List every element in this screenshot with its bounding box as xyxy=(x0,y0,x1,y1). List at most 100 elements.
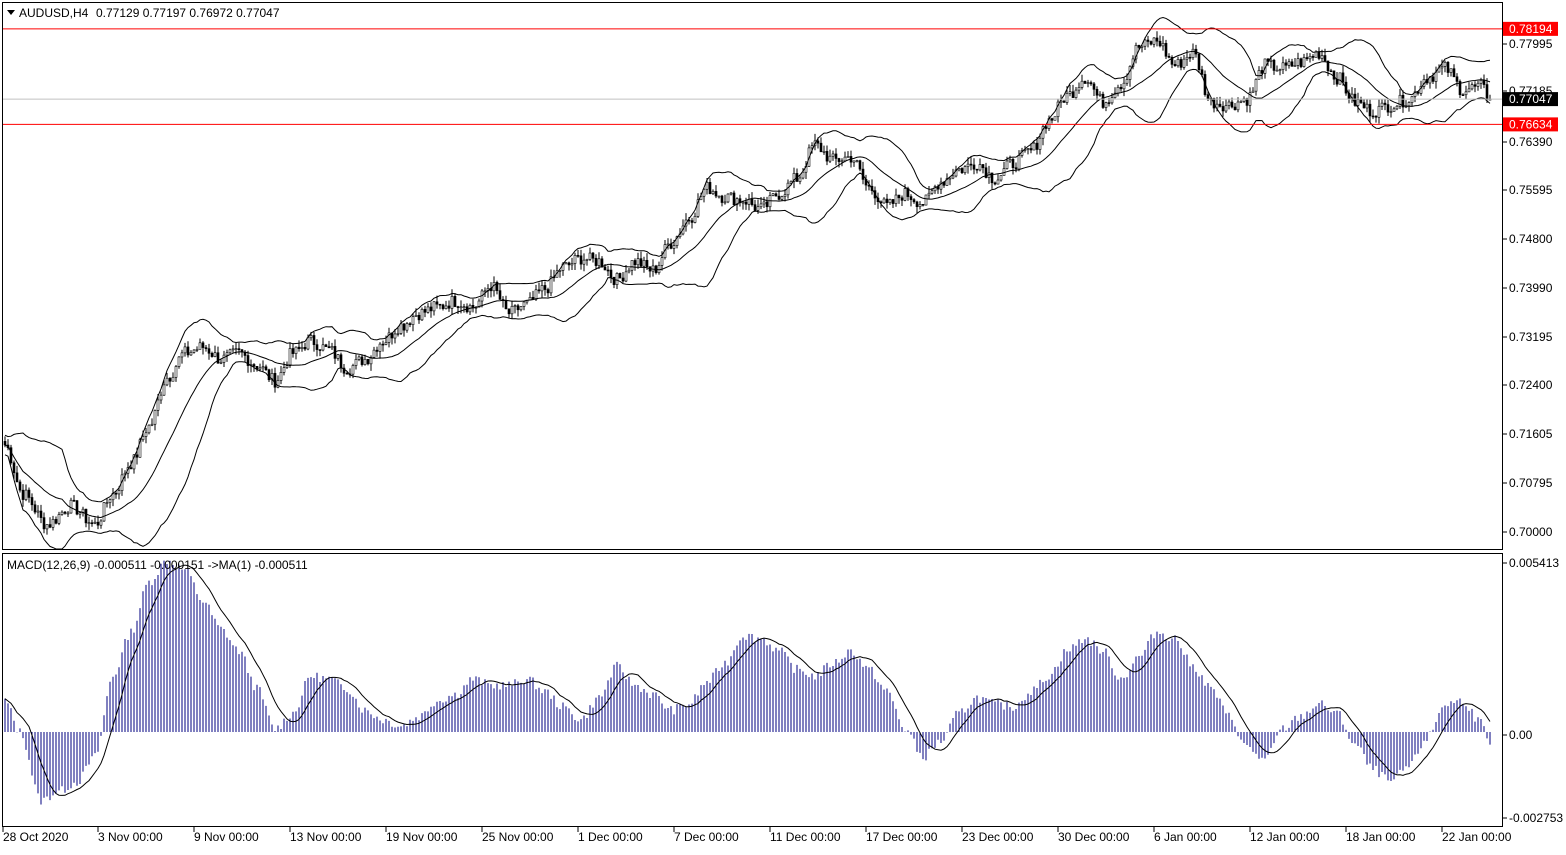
candle-bullish xyxy=(597,258,601,266)
candle-bullish xyxy=(1479,80,1483,84)
candle-bullish xyxy=(762,201,766,205)
candle-bearish xyxy=(612,276,616,285)
macd-tick-label: -0.002753 xyxy=(1509,811,1563,825)
candle-bullish xyxy=(144,432,148,437)
candle-bullish xyxy=(225,352,229,356)
candle-bullish xyxy=(300,347,304,349)
candle-bearish xyxy=(1401,94,1405,108)
candle-bullish xyxy=(723,201,727,204)
candle-bullish xyxy=(213,352,217,357)
candle-bullish xyxy=(657,265,661,273)
candle-bullish xyxy=(309,335,313,339)
candle-bullish xyxy=(1365,103,1369,109)
chart-menu-triangle-icon[interactable] xyxy=(7,10,15,15)
candle-bullish xyxy=(57,514,61,524)
candle-bullish xyxy=(939,181,943,190)
candle-bearish xyxy=(441,304,445,309)
candle-bearish xyxy=(1329,70,1333,73)
candle-bearish xyxy=(375,349,379,352)
candle-bullish xyxy=(1185,56,1189,60)
candle-bearish xyxy=(1245,98,1249,106)
candle-bullish xyxy=(282,367,286,373)
time-tick-label: 28 Oct 2020 xyxy=(3,830,69,844)
candle-bearish xyxy=(606,269,610,272)
candle-bullish xyxy=(1125,79,1129,84)
candle-bullish xyxy=(840,160,844,163)
candle-bullish xyxy=(276,380,280,388)
candle-bearish xyxy=(366,358,370,365)
candle-bullish xyxy=(888,199,892,203)
candle-bullish xyxy=(999,175,1003,181)
candle-bullish xyxy=(564,262,568,265)
candle-bullish xyxy=(1338,72,1342,85)
candle-bearish xyxy=(1386,104,1390,113)
candle-bearish xyxy=(54,519,58,524)
candle-bullish xyxy=(102,502,106,522)
candle-bullish xyxy=(363,358,367,365)
candle-bullish xyxy=(420,309,424,321)
candle-bearish xyxy=(1416,91,1420,94)
candle-bullish xyxy=(183,346,187,354)
candle-bearish xyxy=(90,522,94,525)
candle-bearish xyxy=(744,201,748,205)
candle-bearish xyxy=(975,168,979,171)
candle-bullish xyxy=(1302,57,1306,67)
candle-bullish xyxy=(414,314,418,318)
candle-bearish xyxy=(75,500,79,515)
candle-bullish xyxy=(1434,71,1438,82)
candle-bearish xyxy=(579,255,583,265)
candle-bullish xyxy=(717,195,721,198)
candle-bullish xyxy=(384,342,388,345)
candle-bullish xyxy=(588,252,592,260)
candle-bullish xyxy=(270,373,274,381)
candle-bullish xyxy=(357,356,361,360)
candle-bearish xyxy=(891,199,895,204)
candle-bullish xyxy=(432,301,436,312)
candle-bearish xyxy=(591,252,595,259)
candle-bearish xyxy=(1473,84,1477,87)
candle-bearish xyxy=(453,296,457,307)
candle-bearish xyxy=(909,196,913,200)
time-tick-label: 9 Nov 00:00 xyxy=(194,830,259,844)
macd-axis: 0.005413 0.00 -0.002753 xyxy=(1502,556,1563,825)
candle-bullish xyxy=(378,343,382,352)
time-tick-label: 7 Dec 00:00 xyxy=(674,830,739,844)
candle-bullish xyxy=(1074,89,1078,98)
symbol-label: AUDUSD,H4 xyxy=(19,6,89,20)
candle-bullish xyxy=(1191,48,1195,58)
candle-bullish xyxy=(1476,82,1480,87)
candle-bearish xyxy=(1431,76,1435,82)
candle-bullish xyxy=(192,349,196,353)
candle-bullish xyxy=(396,333,400,335)
candle-bearish xyxy=(900,197,904,201)
candle-bearish xyxy=(291,348,295,354)
candle-bearish xyxy=(885,198,889,203)
candle-bearish xyxy=(1137,45,1141,48)
candle-bearish xyxy=(912,199,916,203)
candle-bearish xyxy=(594,257,598,266)
candle-bullish xyxy=(831,153,835,157)
candle-bearish xyxy=(1179,59,1183,68)
candle-bullish xyxy=(231,348,235,351)
candle-bullish xyxy=(924,194,928,206)
candle-bullish xyxy=(852,160,856,163)
candle-bullish xyxy=(387,332,391,343)
candle-bearish xyxy=(33,504,37,513)
candle-bullish xyxy=(1320,55,1324,59)
time-tick-label: 1 Dec 00:00 xyxy=(578,830,643,844)
candle-bullish xyxy=(957,168,961,171)
candle-bullish xyxy=(228,349,232,354)
candle-bearish xyxy=(753,204,757,211)
candle-bearish xyxy=(546,289,550,294)
candle-bearish xyxy=(1146,39,1150,42)
ohlc-values: 0.77129 0.77197 0.76972 0.77047 xyxy=(96,6,280,20)
candle-bearish xyxy=(1149,41,1153,45)
candle-bullish xyxy=(1449,68,1453,73)
candle-bullish xyxy=(1134,45,1138,60)
candle-bullish xyxy=(1239,100,1243,103)
candle-bullish xyxy=(477,300,481,308)
candle-bullish xyxy=(705,182,709,190)
candle-bullish xyxy=(759,203,763,208)
